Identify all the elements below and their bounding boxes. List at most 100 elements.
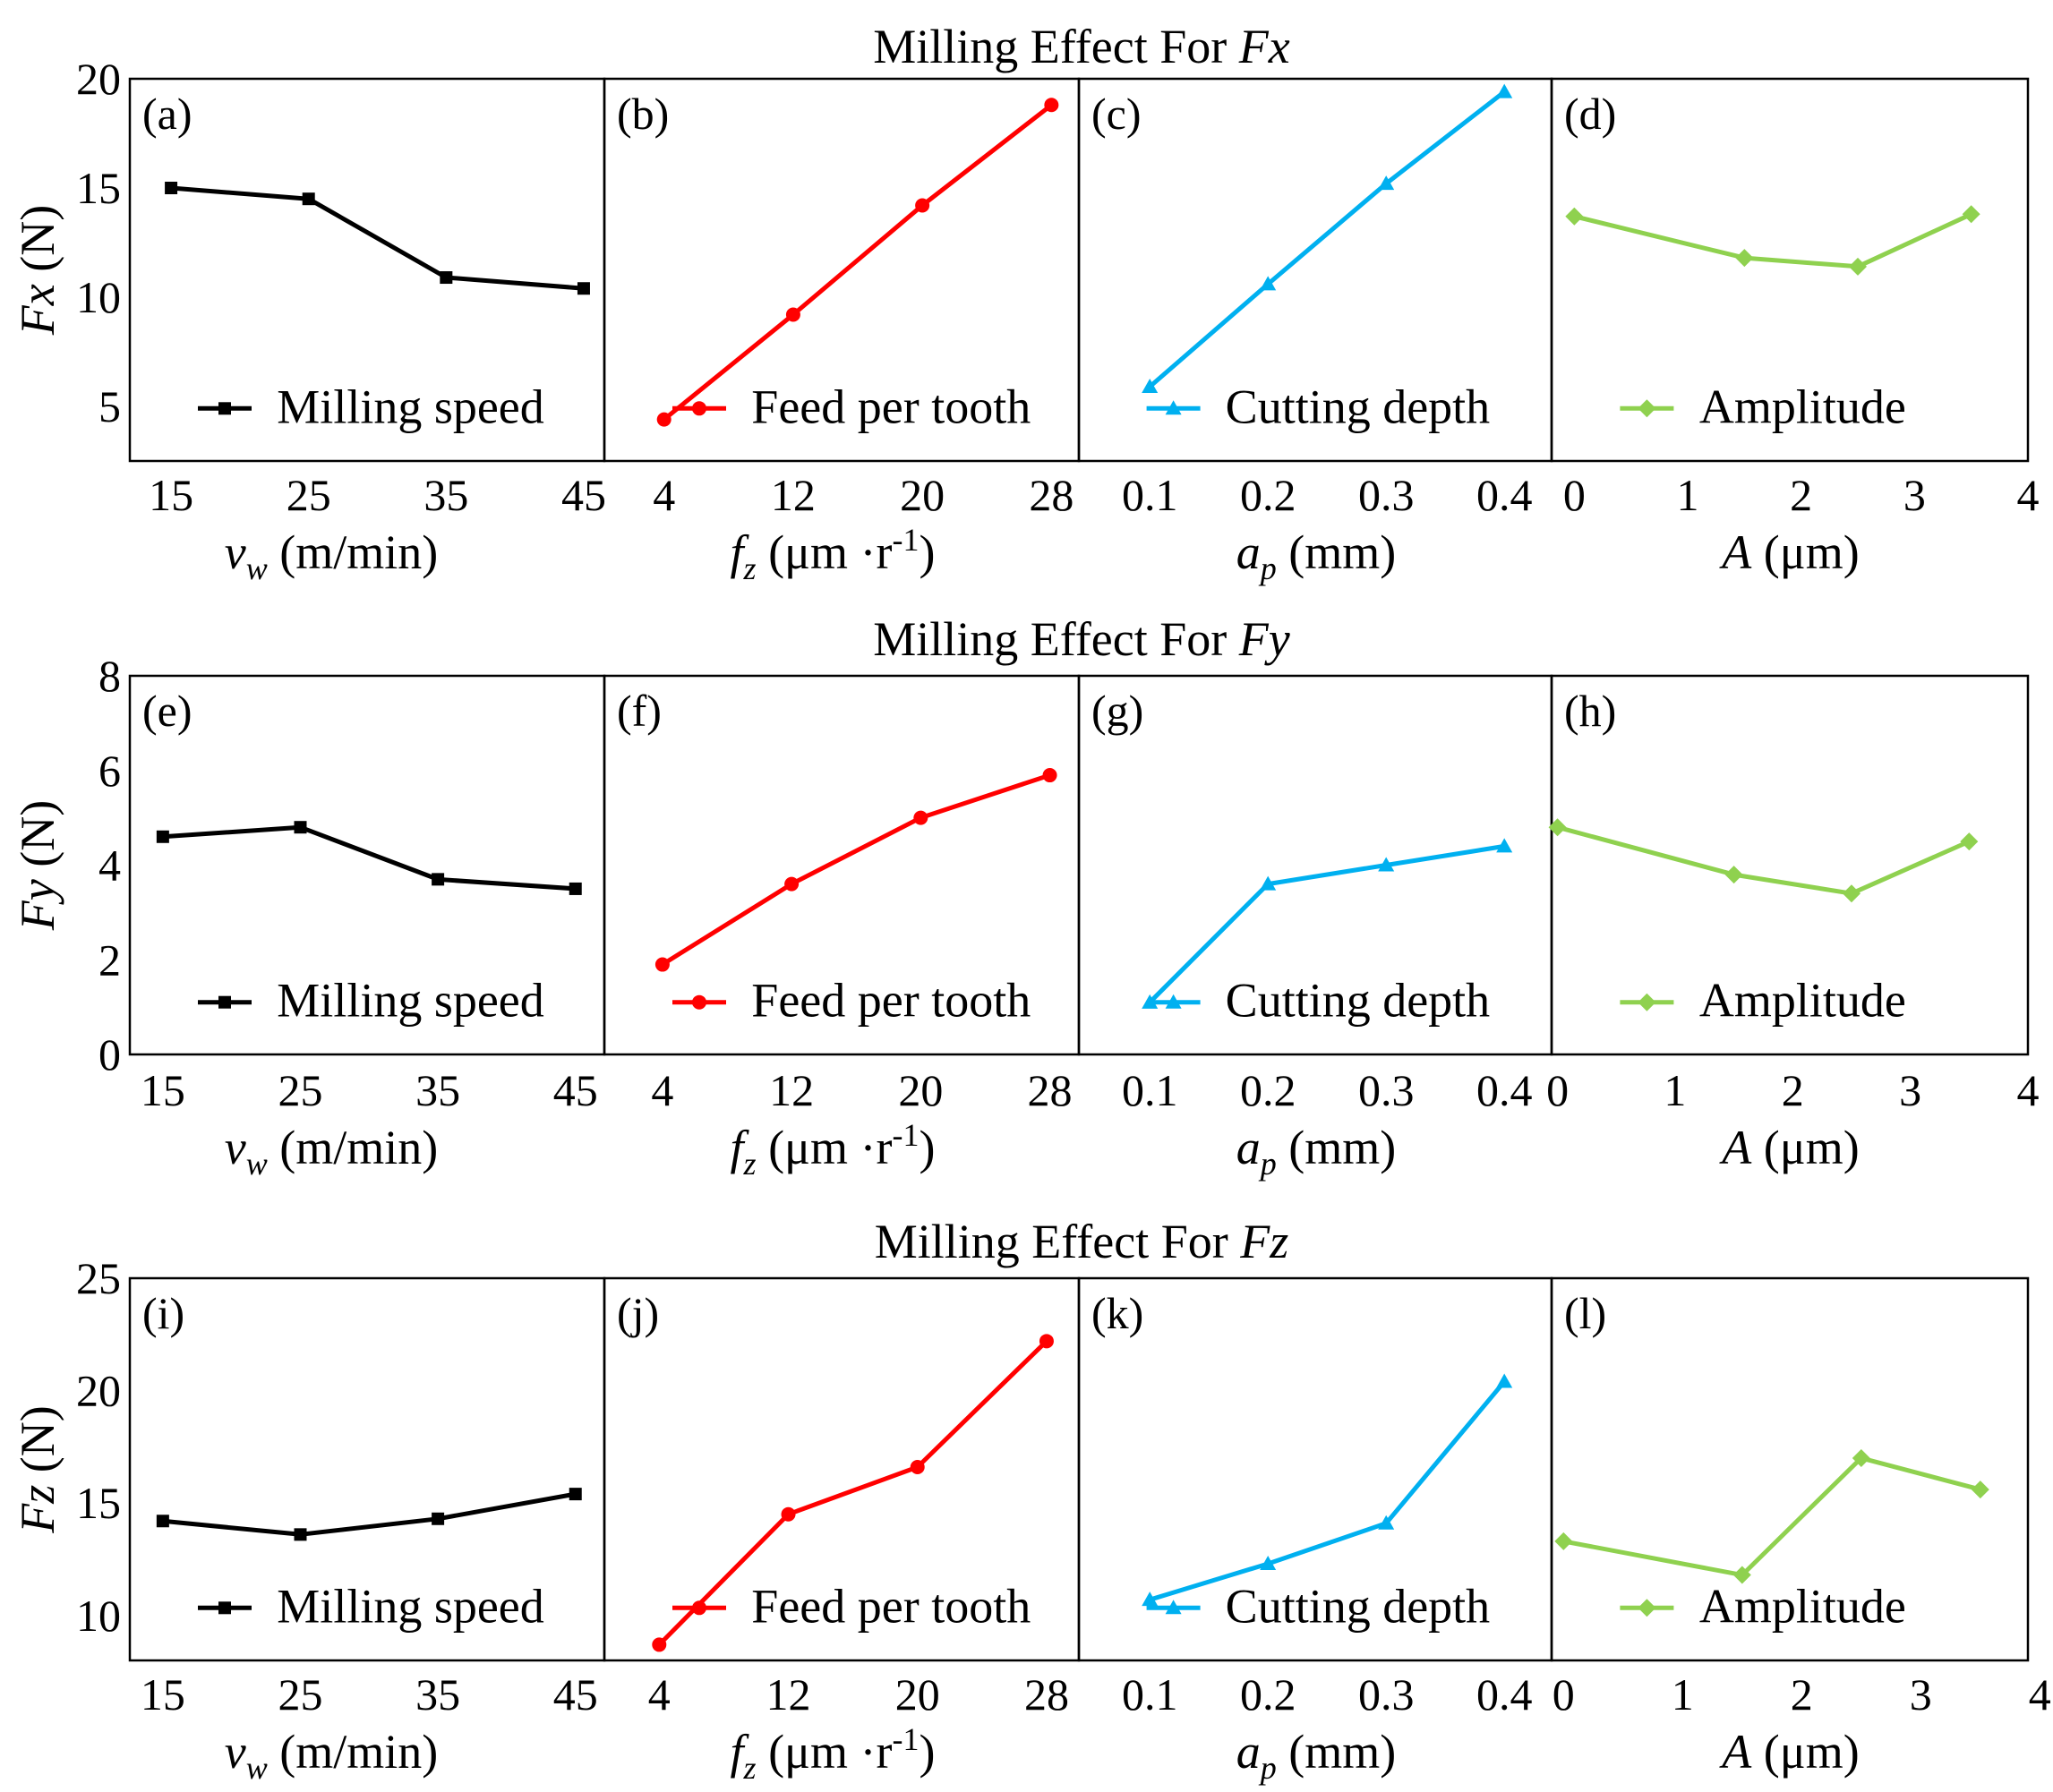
x-tick-label: 0.2: [1240, 470, 1296, 520]
panel-e-series-line: [162, 824, 576, 892]
panel-j-x-axis-label: fz (μm ·r-1): [731, 1721, 936, 1786]
panel-i-data-point: [156, 1515, 169, 1528]
panel-h-x-axis-label: A (μm): [1719, 1121, 1859, 1174]
panel-h-legend-text: Amplitude: [1699, 974, 1906, 1028]
panel-e-legend-marker: [218, 995, 231, 1009]
x-tick-label: 0: [1563, 470, 1586, 520]
panel-g-legend-text: Cutting depth: [1226, 974, 1491, 1028]
panel-e-data-point: [432, 873, 445, 886]
panel-l-legend-marker: [1638, 1599, 1656, 1617]
panel-l-frame: [1550, 1276, 2030, 1662]
panel-a-legend-text: Milling speed: [277, 380, 543, 433]
panel-b-data-point: [785, 307, 800, 322]
x-tick-label: 4: [2017, 1065, 2040, 1115]
x-tick-label: 12: [771, 470, 816, 520]
x-tick-label: 0.4: [1476, 470, 1533, 520]
panel-d-x-axis-label: A (μm): [1719, 525, 1859, 579]
panel-c-legend-marker: [1165, 400, 1182, 415]
x-tick-label: 1: [1664, 1065, 1686, 1115]
x-tick-label: 25: [278, 1065, 322, 1115]
panel-h-legend-marker: [1638, 993, 1656, 1011]
panel-g-x-axis-label: ap (mm): [1236, 1121, 1396, 1182]
panel-f-data-point: [654, 957, 670, 972]
row-title-3: Milling Effect For Fz: [875, 1215, 1288, 1268]
panel-d-series-line: [1573, 212, 1972, 269]
x-tick-label: 3: [1899, 1065, 1921, 1115]
row-title-2: Milling Effect For Fy: [873, 612, 1289, 666]
panel-j-legend-text: Feed per tooth: [751, 1579, 1031, 1633]
panel-j-data-point: [910, 1459, 925, 1474]
panel-l-data-point: [1732, 1566, 1751, 1584]
x-tick-label: 28: [1028, 1065, 1073, 1115]
x-tick-label: 35: [415, 1669, 460, 1719]
y-tick-label: 0: [98, 1029, 121, 1079]
panel-i-label: (i): [142, 1288, 184, 1338]
x-tick-label: 20: [895, 1669, 940, 1719]
panel-c-data-point: [1378, 175, 1395, 191]
panel-a-x-axis-label: vw (m/min): [225, 525, 438, 586]
x-tick-label: 0.3: [1358, 470, 1415, 520]
x-tick-label: 4: [2029, 1669, 2051, 1719]
panel-l-data-point: [1971, 1481, 1989, 1499]
row-title-1: Milling Effect For Fx: [873, 20, 1289, 73]
panel-k-data-point: [1142, 1591, 1159, 1607]
x-tick-label: 4: [2017, 470, 2040, 520]
y-tick-label: 6: [98, 746, 121, 796]
x-tick-label: 0.4: [1476, 1065, 1533, 1115]
panel-f-data-point: [784, 876, 800, 892]
x-tick-label: 4: [648, 1669, 671, 1719]
panel-l-legend-text: Amplitude: [1699, 1579, 1906, 1633]
x-tick-label: 20: [900, 470, 945, 520]
panel-j-label: (j): [617, 1288, 659, 1338]
x-tick-label: 0.4: [1476, 1669, 1533, 1719]
x-tick-label: 0.2: [1240, 1065, 1296, 1115]
x-tick-label: 28: [1029, 470, 1074, 520]
x-tick-label: 3: [1910, 1669, 1932, 1719]
panel-d-frame: [1550, 77, 2030, 463]
x-tick-label: 15: [141, 1065, 185, 1115]
x-tick-label: 45: [561, 470, 606, 520]
x-tick-label: 0.2: [1240, 1669, 1296, 1719]
panel-f-series-line: [661, 772, 1051, 967]
x-tick-label: 0: [1553, 1669, 1575, 1719]
panel-c-x-axis-label: ap (mm): [1236, 525, 1396, 586]
panel-h-frame: [1550, 674, 2030, 1056]
panel-h-series-line: [1556, 824, 1971, 896]
panel-c-data-point: [1260, 276, 1277, 291]
y-tick-label: 5: [98, 381, 121, 431]
y-tick-label: 25: [76, 1253, 121, 1303]
panel-j-legend-marker: [692, 1600, 706, 1616]
panel-b-legend-marker: [692, 401, 706, 416]
panel-d-legend-text: Amplitude: [1699, 380, 1906, 433]
x-tick-label: 45: [553, 1065, 598, 1115]
panel-c-data-point: [1496, 83, 1513, 98]
x-tick-label: 35: [415, 1065, 460, 1115]
panel-j-data-point: [652, 1637, 667, 1652]
y-axis-label-row-2: Fy (N): [11, 800, 64, 931]
panel-h-data-point: [1842, 884, 1861, 903]
x-tick-label: 0.3: [1358, 1669, 1415, 1719]
x-tick-label: 2: [1790, 470, 1812, 520]
y-tick-label: 20: [76, 54, 121, 104]
panel-a-label: (a): [142, 89, 192, 139]
panel-j-series-line: [657, 1339, 1048, 1647]
panel-l-x-axis-label: A (μm): [1719, 1725, 1859, 1779]
panel-e-data-point: [569, 882, 582, 895]
x-tick-label: 12: [769, 1065, 814, 1115]
panel-h-data-point: [1960, 832, 1979, 851]
panel-l-data-point: [1852, 1448, 1870, 1467]
panel-g-series-line: [1148, 843, 1505, 1004]
panel-d-data-point: [1735, 249, 1754, 268]
x-tick-label: 28: [1024, 1669, 1069, 1719]
panel-e-label: (e): [142, 686, 192, 736]
panel-h-label: (h): [1564, 686, 1616, 736]
y-tick-label: 15: [76, 163, 121, 213]
panel-k-legend-text: Cutting depth: [1226, 1579, 1491, 1633]
y-axis-label-row-1: Fx (N): [11, 205, 64, 336]
x-tick-label: 45: [553, 1669, 598, 1719]
panel-g-data-point: [1260, 875, 1277, 891]
panel-f-data-point: [913, 810, 928, 825]
panel-a-data-point: [577, 282, 590, 295]
panel-a-data-point: [440, 271, 453, 285]
